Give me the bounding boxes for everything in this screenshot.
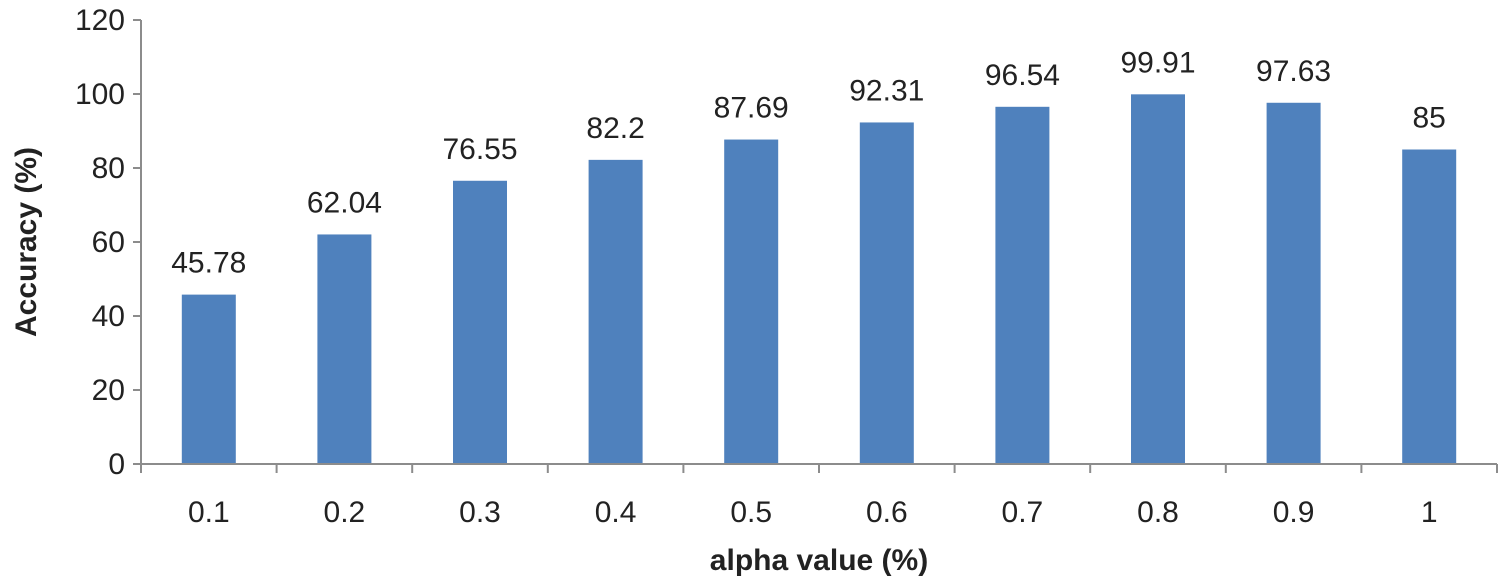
y-axis-title: Accuracy (%) — [10, 147, 43, 337]
bars-layer — [181, 94, 1457, 465]
y-tick-label: 20 — [92, 374, 125, 407]
data-label: 96.54 — [985, 59, 1060, 92]
x-tick-label: 0.7 — [1002, 496, 1044, 529]
data-label: 76.55 — [442, 133, 517, 166]
y-tick-label: 80 — [92, 152, 125, 185]
x-tick-label: 0.8 — [1137, 496, 1179, 529]
data-label: 92.31 — [849, 74, 924, 107]
x-tick-label: 0.6 — [866, 496, 908, 529]
data-labels-layer: 45.78 62.04 76.55 82.2 87.69 92.31 96.54 99.91 9… — [171, 46, 1446, 279]
y-tick-label: 100 — [75, 78, 125, 111]
y-tick-label: 60 — [92, 226, 125, 259]
x-axis-title: alpha value (%) — [710, 544, 928, 577]
bar-0-4 — [588, 159, 643, 465]
bar-1 — [1402, 149, 1457, 464]
bar-0-5 — [724, 139, 779, 464]
data-label: 85 — [1413, 102, 1446, 135]
data-label: 97.63 — [1256, 55, 1331, 88]
data-label: 99.91 — [1120, 46, 1195, 79]
y-tick-label: 120 — [75, 4, 125, 37]
data-label: 62.04 — [307, 186, 382, 219]
y-axis-ticks: 0 20 40 60 80 100 120 — [75, 4, 141, 481]
bar-0-7 — [995, 106, 1050, 464]
bar-0-9 — [1266, 102, 1321, 465]
x-tick-label: 0.4 — [595, 496, 637, 529]
x-axis-ticks: 0.1 0.2 0.3 0.4 0.5 0.6 0.7 0.8 0.9 1 — [140, 464, 1498, 529]
y-tick-label: 0 — [108, 448, 125, 481]
bar-0-3 — [453, 180, 507, 464]
x-tick-label: 0.3 — [459, 496, 501, 529]
data-label: 82.2 — [586, 112, 644, 145]
x-tick-label: 0.9 — [1273, 496, 1315, 529]
bar-0-8 — [1131, 94, 1185, 464]
x-tick-label: 0.1 — [188, 496, 230, 529]
bar-0-6 — [859, 122, 914, 464]
data-label: 87.69 — [714, 92, 789, 125]
x-tick-label: 1 — [1421, 496, 1438, 529]
bar-0-2 — [317, 234, 372, 464]
data-label: 45.78 — [171, 247, 246, 280]
x-tick-label: 0.5 — [730, 496, 772, 529]
bar-0-1 — [181, 294, 236, 464]
y-tick-label: 40 — [92, 300, 125, 333]
x-tick-label: 0.2 — [324, 496, 366, 529]
